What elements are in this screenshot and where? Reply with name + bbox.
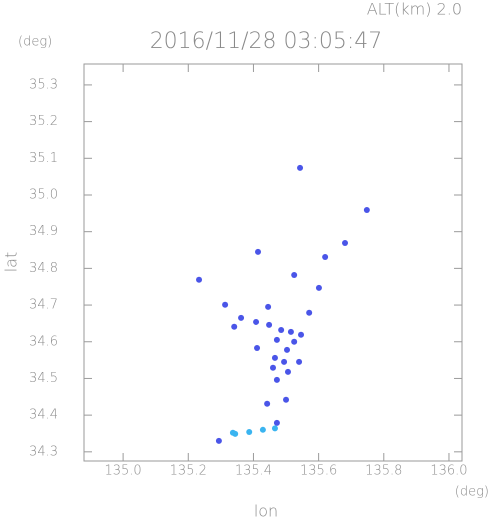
echo-point (283, 396, 290, 403)
x-tick-label: 135.4 (235, 464, 272, 479)
echo-point (284, 368, 291, 375)
echo-point (222, 301, 229, 308)
echo-point (296, 358, 303, 365)
chart-title: 2016/11/28 03:05:47 (150, 29, 383, 54)
echo-point (196, 276, 203, 283)
y-tick-label: 35.2 (29, 114, 58, 129)
echo-point (271, 354, 278, 361)
echo-point (264, 400, 271, 407)
echo-point (266, 321, 273, 328)
echo-point (265, 303, 272, 310)
y-tick-label: 35.1 (29, 151, 58, 166)
y-tick-label: 34.8 (29, 261, 58, 276)
echo-point (342, 240, 349, 247)
echo-point (259, 426, 266, 433)
echo-point (246, 429, 253, 436)
echo-point (229, 429, 236, 436)
y-tick-label: 34.4 (29, 408, 58, 423)
x-tick-label: 135.8 (365, 464, 402, 479)
echo-point (363, 207, 370, 214)
y-tick-label: 35.0 (29, 187, 58, 202)
echo-point (287, 328, 294, 335)
echo-point (278, 327, 285, 334)
echo-point (315, 284, 322, 291)
echo-point (273, 376, 280, 383)
x-tick-label: 136.0 (430, 464, 467, 479)
echo-point (291, 338, 298, 345)
x-axis-label: lon (254, 502, 278, 521)
x-unit: (deg) (455, 485, 489, 500)
x-tick-label: 135.6 (300, 464, 337, 479)
y-axis-label: lat (2, 252, 21, 273)
echo-point (255, 248, 262, 255)
altitude-label: ALT(km) 2.0 (367, 0, 462, 19)
echo-point (270, 364, 276, 371)
y-tick-label: 34.5 (29, 371, 58, 386)
echo-point (297, 164, 304, 171)
y-tick-label: 34.6 (29, 334, 58, 349)
plot-frame (83, 63, 463, 462)
y-tick-label: 34.9 (29, 224, 58, 239)
y-tick-label: 35.3 (29, 77, 58, 92)
echo-point (298, 331, 305, 338)
echo-point (253, 318, 260, 325)
echo-point (306, 309, 313, 316)
x-tick-label: 135.0 (104, 464, 141, 479)
echo-point (271, 425, 278, 432)
y-tick-label: 34.3 (29, 444, 58, 459)
y-unit: (deg) (18, 35, 52, 50)
echo-point (254, 344, 261, 351)
echo-point (281, 358, 288, 365)
echo-point (215, 437, 222, 444)
echo-point (322, 253, 329, 260)
echo-point (231, 323, 238, 330)
y-tick-label: 34.7 (29, 298, 58, 313)
echo-point (284, 346, 291, 353)
x-tick-label: 135.2 (170, 464, 207, 479)
echo-point (291, 271, 298, 278)
echo-point (273, 419, 280, 426)
echo-point (273, 336, 280, 343)
echo-point (238, 314, 245, 321)
